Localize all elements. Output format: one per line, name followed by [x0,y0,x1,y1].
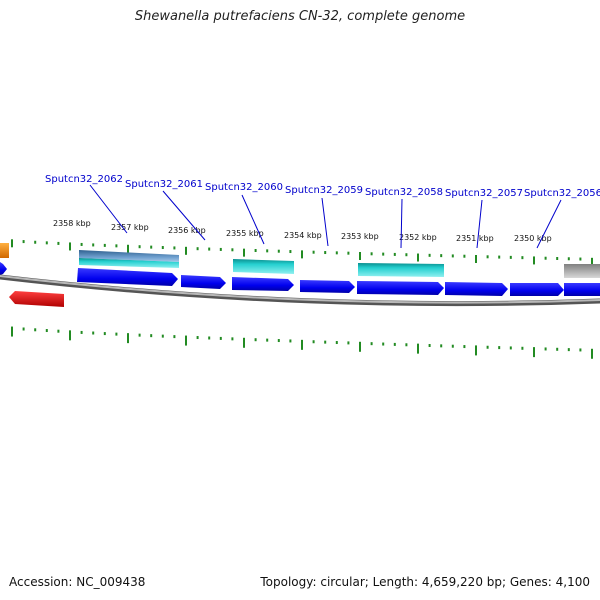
gene-label[interactable]: Sputcn32_2060 [205,182,283,193]
cds-arrow[interactable] [445,282,508,296]
kbp-label: 2354 kbp [284,231,322,240]
genome-stats-text: Topology: circular; Length: 4,659,220 bp… [260,575,590,589]
cds-arrow[interactable] [564,283,600,296]
kbp-label: 2357 kbp [111,223,149,232]
cds-track-reverse [9,291,64,307]
leader-line [162,190,206,241]
leader-line [536,199,562,249]
leader-line [241,194,265,245]
kbp-label: 2356 kbp [168,226,206,235]
gene-label[interactable]: Sputcn32_2059 [285,185,363,196]
cds-arrow[interactable] [232,277,294,291]
gene-label[interactable]: Sputcn32_2058 [365,187,443,198]
cds-arrow[interactable] [0,262,7,275]
cds-arrow[interactable] [181,275,226,289]
kbp-ruler: 2358 kbp 2357 kbp 2356 kbp 2355 kbp 2354… [53,219,552,243]
gene-labels: Sputcn32_2062 Sputcn32_2061 Sputcn32_206… [45,174,600,199]
cds-arrow[interactable] [510,283,564,296]
gene-label-leaders [89,184,562,249]
leader-line [476,199,483,249]
leader-line [89,184,128,234]
cds-block-gray[interactable] [564,264,600,278]
inner-tick-ring [11,326,593,359]
cds-block-cyan[interactable] [233,259,294,274]
cds-block-cyan[interactable] [79,258,179,268]
kbp-label: 2355 kbp [226,229,264,238]
genome-backbone [0,274,600,307]
kbp-label: 2350 kbp [514,234,552,243]
feature-track-upper [0,243,600,278]
kbp-label: 2353 kbp [341,232,379,241]
cds-block-orange[interactable] [0,243,9,258]
kbp-label: 2358 kbp [53,219,91,228]
cds-arrow-reverse[interactable] [9,291,64,307]
cds-arrow[interactable] [300,280,355,293]
gene-label[interactable]: Sputcn32_2061 [125,179,203,190]
cds-arrow[interactable] [357,281,444,295]
gene-label[interactable]: Sputcn32_2056 [524,188,600,199]
gene-label[interactable]: Sputcn32_2062 [45,174,123,185]
leader-line [321,197,329,247]
cds-block-cyan[interactable] [358,263,444,277]
leader-line [400,198,403,249]
outer-tick-ring [11,239,593,266]
accession-text: Accession: NC_009438 [9,575,146,589]
gene-label[interactable]: Sputcn32_2057 [445,188,523,199]
kbp-label: 2351 kbp [456,234,494,243]
kbp-label: 2352 kbp [399,233,437,242]
cds-track-forward [0,262,600,296]
cds-arrow[interactable] [77,268,178,286]
map-title: Shewanella putrefaciens CN-32, complete … [134,9,466,24]
